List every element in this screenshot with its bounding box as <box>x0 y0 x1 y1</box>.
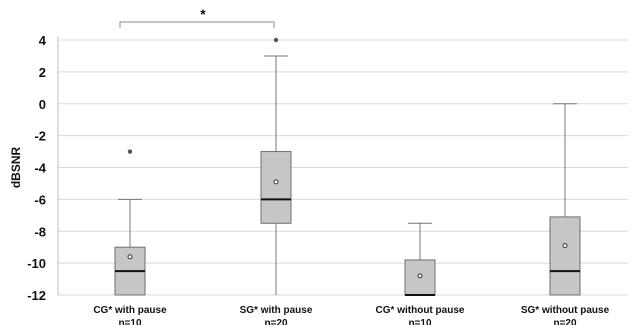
y-axis-ticks: 4 2 0 -2 -4 -6 -8 -10 -12 <box>27 33 47 303</box>
category-labels: CG* with pause n=10 SG* with pause n=20 CG* … <box>93 305 609 325</box>
mean-marker <box>273 179 279 185</box>
significance-label: * <box>200 6 206 22</box>
mean-marker <box>127 254 133 260</box>
outlier-point <box>273 37 279 43</box>
y-tick-label: -4 <box>34 161 46 176</box>
category-label: CG* without pause <box>376 305 465 316</box>
category-n-label: n=20 <box>264 318 288 325</box>
mean-marker <box>417 273 423 279</box>
iqr-box <box>260 151 292 224</box>
category-n-label: n=10 <box>408 318 432 325</box>
category-label: CG* with pause <box>93 305 167 316</box>
category-n-label: n=20 <box>553 318 577 325</box>
y-tick-label: 4 <box>39 33 47 48</box>
category-n-label: n=10 <box>118 318 142 325</box>
boxes <box>114 37 581 296</box>
box-group <box>549 103 581 296</box>
box-group <box>404 222 436 296</box>
box-group <box>114 149 146 296</box>
y-axis-label: dBSNR <box>9 147 23 189</box>
gridlines <box>57 36 628 296</box>
y-tick-label: 2 <box>39 65 46 80</box>
significance-bracket: * <box>119 6 275 28</box>
y-tick-label: -6 <box>34 192 46 207</box>
box-group <box>260 37 292 295</box>
y-tick-label: -2 <box>34 129 46 144</box>
y-tick-label: -10 <box>27 256 46 271</box>
y-tick-label: 0 <box>39 97 46 112</box>
y-tick-label: -12 <box>27 288 46 303</box>
mean-marker <box>562 243 568 249</box>
outlier-point <box>127 149 133 154</box>
category-label: SG* with pause <box>240 305 313 316</box>
category-label: SG* without pause <box>521 305 610 316</box>
y-tick-label: -8 <box>34 224 46 239</box>
significance-line <box>119 21 275 28</box>
iqr-box <box>549 216 581 296</box>
